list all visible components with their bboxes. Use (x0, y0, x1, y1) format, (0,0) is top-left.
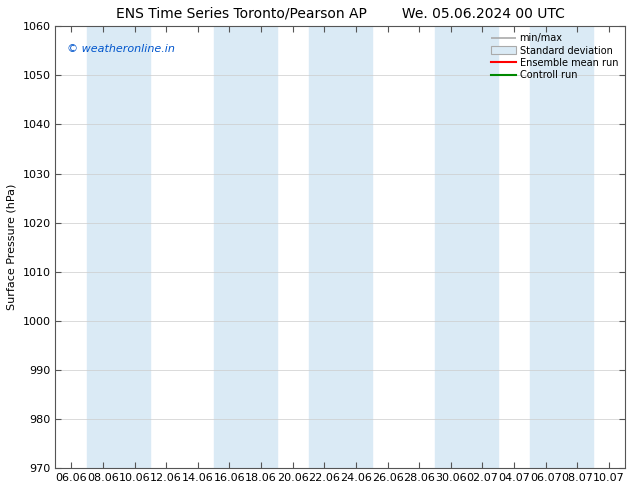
Bar (214, 26, 277, 468)
Bar (309, 26, 372, 468)
Bar (87, 26, 150, 468)
Title: ENS Time Series Toronto/Pearson AP        We. 05.06.2024 00 UTC: ENS Time Series Toronto/Pearson AP We. 0… (116, 7, 565, 21)
Legend: min/max, Standard deviation, Ensemble mean run, Controll run: min/max, Standard deviation, Ensemble me… (489, 31, 620, 82)
Bar (530, 26, 593, 468)
Text: © weatheronline.in: © weatheronline.in (67, 44, 175, 54)
Bar (435, 26, 498, 468)
Y-axis label: Surface Pressure (hPa): Surface Pressure (hPa) (7, 184, 17, 311)
